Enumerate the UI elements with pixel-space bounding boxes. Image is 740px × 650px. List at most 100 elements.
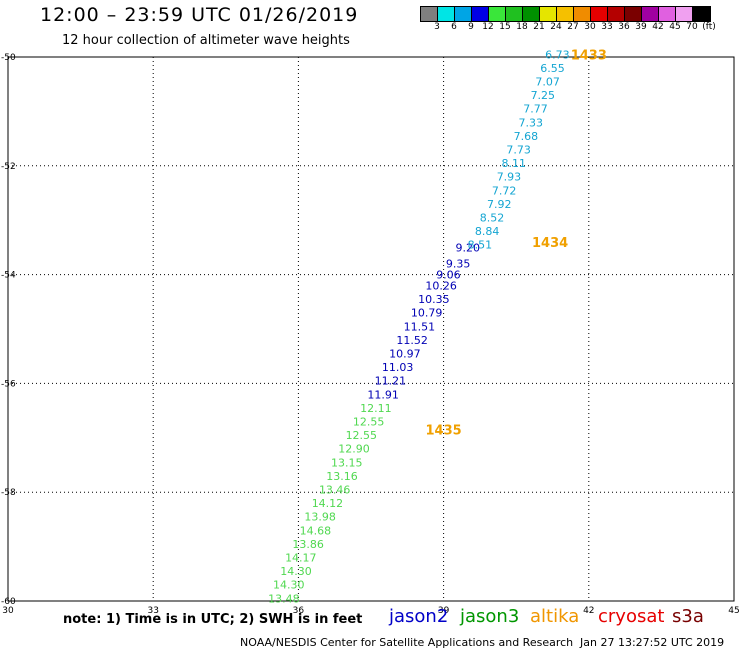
colorbar-swatch: [489, 7, 506, 21]
colorbar-label: 15: [499, 22, 511, 32]
colorbar-label: 70: [686, 22, 698, 32]
colorbar-label: 18: [516, 22, 528, 32]
x-tick-label: 30: [2, 606, 14, 616]
pass-time-annotation: 1433: [571, 48, 607, 63]
wave-height-label: 13.48: [268, 592, 300, 605]
wave-height-label: 7.33: [518, 116, 543, 129]
wave-height-label: 12.55: [346, 429, 378, 442]
pass-time-annotation: 1435: [426, 424, 462, 439]
colorbar-swatch: [557, 7, 574, 21]
colorbar-label: 24: [550, 22, 562, 32]
wave-height-label: 12.90: [338, 443, 370, 456]
wave-height-label: 7.25: [531, 89, 556, 102]
wave-height-label: 13.98: [304, 511, 336, 524]
page-subtitle: 12 hour collection of altimeter wave hei…: [62, 33, 350, 48]
y-tick-label: -58: [1, 488, 16, 498]
credit-line: NOAA/NESDIS Center for Satellite Applica…: [240, 636, 574, 649]
footnote: note: 1) Time is in UTC; 2) SWH is in fe…: [63, 612, 363, 627]
wave-height-label: 9.20: [456, 241, 481, 254]
colorbar-swatch: [523, 7, 540, 21]
colorbar-swatch: [438, 7, 455, 21]
colorbar-swatch: [693, 7, 710, 21]
wave-height-label: 12.11: [360, 402, 392, 415]
wave-height-label: 6.73: [545, 48, 570, 61]
wave-height-label: 7.93: [497, 171, 522, 184]
wave-height-label: 7.07: [535, 75, 560, 88]
wave-height-label: 7.72: [492, 184, 517, 197]
colorbar-label: (ft): [702, 22, 716, 32]
wave-height-label: 9.35: [446, 258, 471, 271]
wave-height-label: 13.46: [319, 483, 351, 496]
wave-height-label: 10.26: [425, 279, 457, 292]
y-tick-label: -54: [1, 271, 16, 281]
wave-height-label: 8.51: [468, 239, 493, 252]
y-tick-label: -56: [1, 379, 16, 389]
wave-height-label: 13.15: [331, 456, 363, 469]
x-tick-label: 45: [728, 606, 739, 616]
generation-timestamp: Jan 27 13:27:52 UTC 2019: [580, 636, 725, 649]
x-tick-label: 33: [147, 606, 158, 616]
colorbar-label: 30: [584, 22, 596, 32]
pass-time-annotation: 1434: [532, 236, 568, 251]
wave-height-label: 7.73: [506, 143, 531, 156]
colorbar-label: 3: [434, 22, 440, 32]
wave-height-label: 7.77: [523, 103, 548, 116]
wave-height-label: 7.68: [514, 130, 539, 143]
wave-height-label: 10.79: [411, 307, 443, 320]
legend-item-jason2: jason2: [389, 606, 449, 627]
x-tick-label: 36: [293, 606, 305, 616]
legend-item-altika: altika: [530, 606, 580, 627]
legend-item-jason3: jason3: [460, 606, 520, 627]
colorbar-label: 27: [567, 22, 579, 32]
wave-height-label: 7.92: [487, 198, 512, 211]
page-title: 12:00 – 23:59 UTC 01/26/2019: [40, 4, 359, 26]
y-tick-label: -60: [1, 597, 16, 607]
plot-frame: [7, 56, 735, 602]
colorbar-swatch: [455, 7, 472, 21]
legend-item-cryosat: cryosat: [598, 606, 665, 627]
wave-height-label: 8.52: [480, 211, 505, 224]
wave-height-label: 11.91: [367, 388, 399, 401]
wave-height-label: 14.30: [273, 579, 305, 592]
colorbar-label: 42: [652, 22, 664, 32]
y-tick-label: -50: [1, 53, 16, 63]
wave-height-label: 6.55: [540, 62, 565, 75]
colorbar-label: 45: [669, 22, 681, 32]
colorbar-swatch: [506, 7, 523, 21]
colorbar-label: 6: [451, 22, 457, 32]
colorbar-label: 21: [533, 22, 545, 32]
colorbar-swatch: [472, 7, 489, 21]
wave-height-label: 12.55: [353, 415, 385, 428]
wave-height-label: 11.51: [404, 320, 436, 333]
wave-height-label: 8.11: [502, 157, 527, 170]
wave-height-label: 10.35: [418, 293, 450, 306]
wave-height-label: 14.68: [300, 524, 332, 537]
wave-height-label: 11.03: [382, 361, 414, 374]
colorbar-label: 12: [482, 22, 494, 32]
wave-height-colorbar: [420, 6, 711, 22]
wave-height-label: 11.52: [396, 334, 428, 347]
wave-height-label: 14.17: [285, 551, 317, 564]
wave-height-label: 13.86: [292, 538, 324, 551]
wave-height-label: 14.30: [280, 565, 312, 578]
colorbar-swatch: [540, 7, 557, 21]
colorbar-label: 9: [468, 22, 474, 32]
colorbar-label: 39: [635, 22, 647, 32]
wave-height-label: 13.16: [326, 470, 358, 483]
wave-height-label: 9.06: [436, 269, 461, 282]
colorbar-label: 33: [601, 22, 613, 32]
colorbar-swatch: [642, 7, 659, 21]
colorbar-swatch: [591, 7, 608, 21]
colorbar-swatch: [574, 7, 591, 21]
colorbar-swatch: [421, 7, 438, 21]
colorbar-swatch: [676, 7, 693, 21]
y-tick-label: -52: [1, 162, 16, 172]
colorbar-swatch: [625, 7, 642, 21]
colorbar-label: 36: [618, 22, 630, 32]
wave-height-label: 14.12: [312, 497, 344, 510]
colorbar-swatch: [659, 7, 676, 21]
wave-height-label: 11.21: [375, 375, 407, 388]
wave-height-label: 8.84: [475, 225, 500, 238]
colorbar-swatch: [608, 7, 625, 21]
legend-item-s3a: s3a: [672, 606, 704, 627]
